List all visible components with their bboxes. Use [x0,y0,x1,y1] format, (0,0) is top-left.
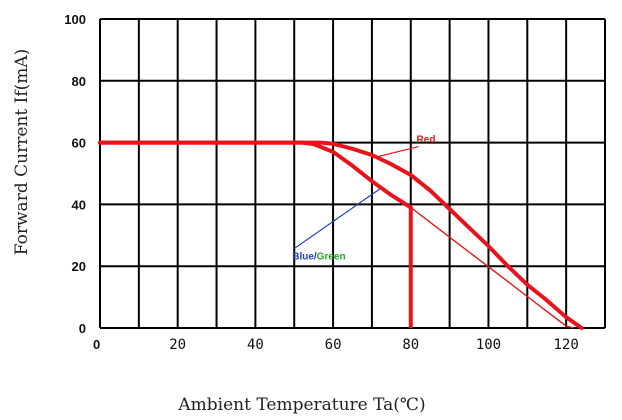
x-tick-label: 120 [554,337,579,353]
annotation-leader [371,146,419,159]
annotations: Red Blue/Green [292,135,435,263]
series-line-0 [98,140,584,330]
y-tick-label: 40 [72,197,86,212]
series-line-1 [98,140,413,210]
series-lines [98,140,585,330]
series-line-2 [410,206,575,329]
y-tick-label: 100 [64,12,86,27]
y-tick-label: 0 [79,321,86,336]
y-axis-title: Forward Current If(mA) [12,49,32,255]
x-axis-title: Ambient Temperature Ta(℃) [177,395,425,415]
annotation-label: Blue/Green [292,252,345,263]
y-tick-label: 80 [72,74,86,89]
annotation-leader [293,188,381,250]
x-tick-label: 40 [247,337,264,353]
x-tick-label: 60 [325,337,342,353]
grid [99,18,606,329]
x-tick-label: 100 [476,337,501,353]
y-tick-label: 60 [72,136,86,151]
annotation-label: Red [417,135,436,146]
x-tick-label: 80 [402,337,419,353]
x-tick-label: 0 [93,337,100,352]
y-tick-label: 20 [72,259,86,274]
x-tick-label: 20 [169,337,186,353]
series-line-0-outline [102,142,585,330]
tick-labels: 0 20 40 60 80 100 120 0 20 40 60 80 100 [64,12,579,353]
